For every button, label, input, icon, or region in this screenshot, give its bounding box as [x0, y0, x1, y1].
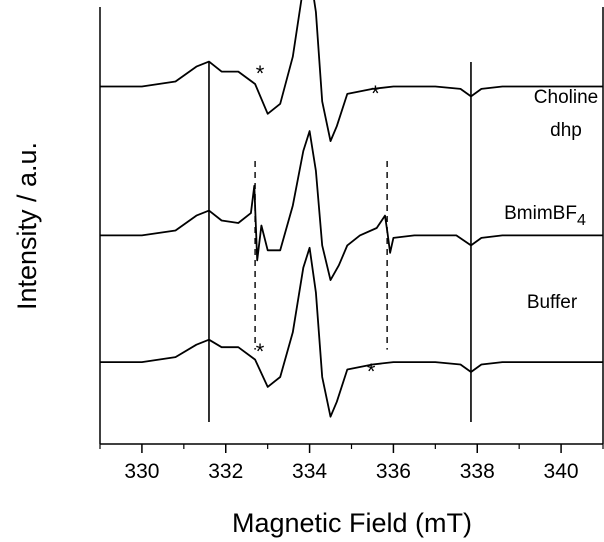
x-tick-label: 340: [544, 460, 579, 483]
x-tick-label: 334: [292, 460, 327, 483]
series-label: Choline: [534, 87, 598, 108]
series-label: Buffer: [527, 292, 578, 313]
peak-annotation: *: [256, 61, 265, 86]
peak-annotation: *: [256, 339, 265, 364]
x-tick-label: 336: [376, 460, 411, 483]
series-label: BmimBF4: [504, 203, 586, 229]
axes-frame: 330 332 334 336 338 340: [99, 7, 604, 483]
series-line: [100, 246, 603, 418]
series-line: [100, 0, 603, 142]
x-tick-label: 330: [124, 460, 159, 483]
series-label: dhp: [550, 120, 582, 141]
peak-annotation: *: [367, 359, 376, 384]
y-axis-label: Intensity / a.u.: [12, 142, 42, 310]
series-line: [100, 130, 603, 281]
x-tick-label: 338: [460, 460, 495, 483]
plot-marks: Choline dhp BmimBF4 Buffer * * * *: [100, 0, 603, 422]
x-tick-label: 332: [208, 460, 243, 483]
x-axis-label: Magnetic Field (mT): [232, 508, 472, 538]
peak-annotation: *: [371, 81, 380, 106]
